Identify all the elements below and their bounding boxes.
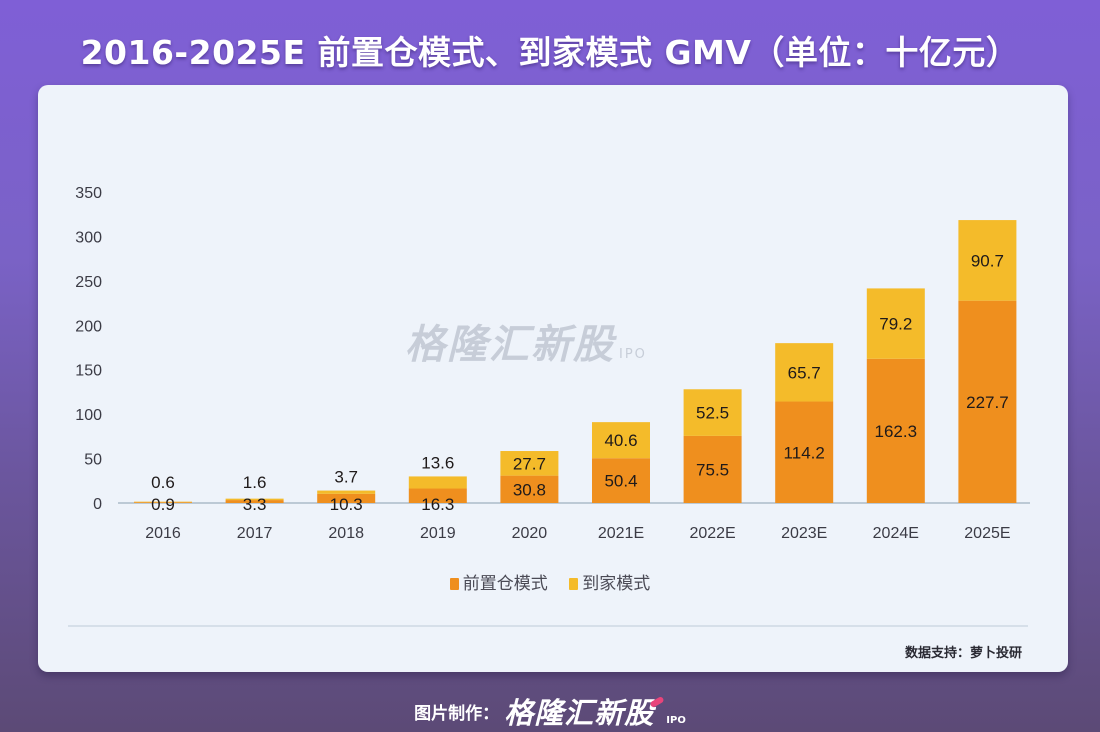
x-tick-label: 2018 xyxy=(328,525,364,542)
data-label-home-delivery: 3.7 xyxy=(334,468,358,487)
bar-home-delivery[interactable] xyxy=(775,343,834,402)
y-tick-label: 100 xyxy=(75,407,102,424)
bar-front-warehouse[interactable] xyxy=(683,435,742,503)
data-label-home-delivery: 52.5 xyxy=(696,404,729,423)
y-tick-label: 50 xyxy=(84,452,102,469)
data-label-front-warehouse: 16.3 xyxy=(421,495,454,514)
legend-swatch-home-delivery xyxy=(569,578,579,590)
data-label-front-warehouse: 0.9 xyxy=(151,495,175,514)
bar-home-delivery[interactable] xyxy=(958,220,1017,301)
bar-home-delivery[interactable] xyxy=(500,451,559,476)
y-tick-label: 300 xyxy=(75,229,102,246)
y-tick-label: 350 xyxy=(75,185,102,202)
bar-home-delivery[interactable] xyxy=(408,476,467,489)
x-tick-label: 2022E xyxy=(689,525,735,542)
data-label-front-warehouse: 227.7 xyxy=(966,393,1009,412)
x-tick-label: 2021E xyxy=(598,525,644,542)
x-axis: 2016 2017 2018 2019 2020 2021E 2022E 2023E 2024E… xyxy=(145,525,1010,542)
divider xyxy=(68,625,1028,627)
legend: 前置仓模式 到家模式 xyxy=(0,569,1100,594)
y-axis: 0 50 100 150 200 250 300 350 xyxy=(75,185,102,513)
watermark-suffix: IPO xyxy=(619,347,647,362)
data-label-front-warehouse: 10.3 xyxy=(330,495,363,514)
bar-front-warehouse[interactable] xyxy=(500,475,559,503)
legend-swatch-front-warehouse xyxy=(449,578,459,590)
data-source: 数据支持：萝卜投研 xyxy=(904,646,1022,661)
bars: 0.9 0.6 3.3 1.6 10.3 3.7 16.3 13.6 30.8 27.7 50.4 4… xyxy=(134,220,1017,514)
x-tick-label: 2020 xyxy=(512,525,548,542)
data-label-home-delivery: 79.2 xyxy=(879,315,912,334)
data-label-home-delivery: 13.6 xyxy=(421,453,454,472)
watermark: 格隆汇新股 IPO xyxy=(405,312,647,370)
footer-maker-label: 图片制作： xyxy=(414,704,500,724)
data-label-home-delivery: 65.7 xyxy=(788,363,821,382)
bar-home-delivery[interactable] xyxy=(317,490,376,494)
bar-home-delivery[interactable] xyxy=(592,422,650,459)
bar-front-warehouse[interactable] xyxy=(317,493,376,503)
y-tick-label: 150 xyxy=(75,363,102,380)
data-label-front-warehouse: 3.3 xyxy=(243,495,267,514)
data-label-front-warehouse: 75.5 xyxy=(696,460,729,479)
x-tick-label: 2023E xyxy=(781,525,827,542)
legend-label: 到家模式 xyxy=(582,574,651,594)
data-label-home-delivery: 0.6 xyxy=(151,473,175,492)
bar-home-delivery[interactable] xyxy=(683,389,742,436)
data-label-front-warehouse: 162.3 xyxy=(875,422,918,441)
bar-home-delivery[interactable] xyxy=(866,288,925,359)
footer-suffix: IPO xyxy=(666,715,686,726)
bar-front-warehouse[interactable] xyxy=(592,458,650,503)
legend-label: 前置仓模式 xyxy=(462,574,548,594)
y-tick-label: 0 xyxy=(93,496,102,513)
bar-front-warehouse[interactable] xyxy=(866,358,925,503)
bar-front-warehouse[interactable] xyxy=(958,300,1017,503)
bar-front-warehouse[interactable] xyxy=(775,401,834,503)
bar-home-delivery[interactable] xyxy=(225,498,284,501)
footer-brand-logo: 格隆汇新股 xyxy=(504,696,655,730)
chart-title: 2016-2025E 前置仓模式、到家模式 GMV（单位：十亿元） xyxy=(80,33,1020,72)
data-label-home-delivery: 27.7 xyxy=(513,454,546,473)
data-label-front-warehouse: 114.2 xyxy=(784,443,825,462)
watermark-brand: 格隆汇新股 xyxy=(405,322,615,368)
bar-front-warehouse[interactable] xyxy=(408,488,467,503)
legend-item-front-warehouse[interactable]: 前置仓模式 xyxy=(449,569,548,594)
x-tick-label: 2017 xyxy=(237,525,273,542)
legend-item-home-delivery[interactable]: 到家模式 xyxy=(569,569,650,594)
data-label-home-delivery: 90.7 xyxy=(971,251,1004,270)
data-label-home-delivery: 1.6 xyxy=(243,473,267,492)
data-label-front-warehouse: 30.8 xyxy=(513,480,546,499)
y-tick-label: 250 xyxy=(75,274,102,291)
data-label-home-delivery: 40.6 xyxy=(604,431,637,450)
x-tick-label: 2024E xyxy=(873,525,919,542)
x-tick-label: 2025E xyxy=(964,525,1010,542)
x-tick-label: 2019 xyxy=(420,525,456,542)
bar-front-warehouse[interactable] xyxy=(134,502,192,503)
x-tick-label: 2016 xyxy=(145,525,181,542)
bar-home-delivery[interactable] xyxy=(134,501,192,503)
footer: 图片制作： 格隆汇新股 IPO xyxy=(0,690,1100,732)
y-tick-label: 200 xyxy=(75,318,102,335)
data-label-front-warehouse: 50.4 xyxy=(604,472,637,491)
bar-front-warehouse[interactable] xyxy=(225,500,284,503)
